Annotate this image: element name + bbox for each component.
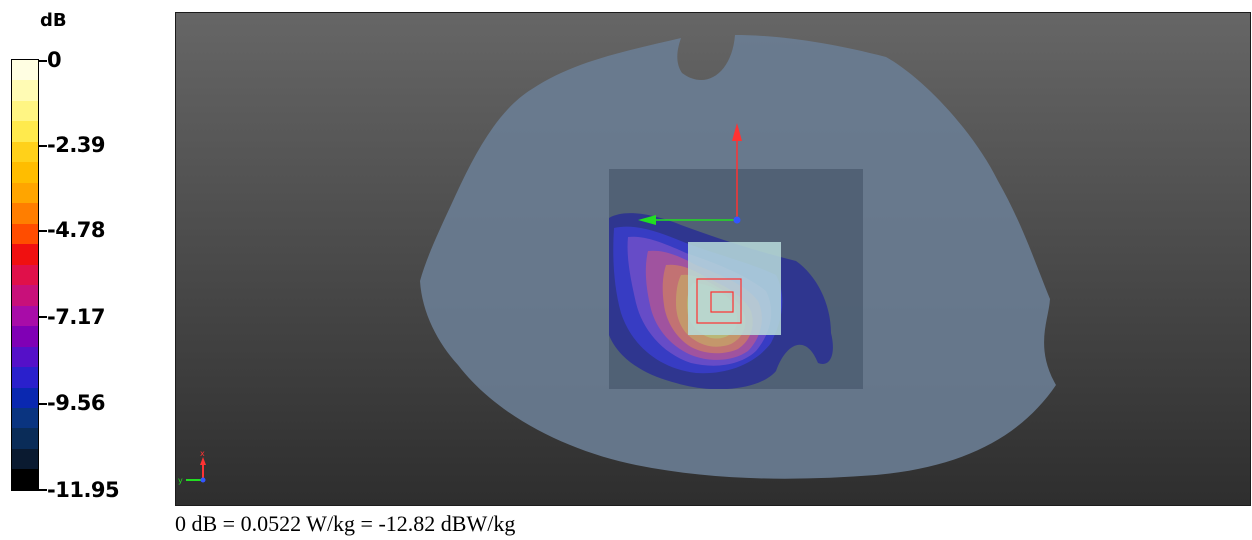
viewport-canvas: x y <box>178 35 1056 485</box>
legend-tick-mark <box>38 60 47 62</box>
probe-axes <box>638 123 742 225</box>
color-bar-band <box>12 182 38 204</box>
color-bar-band <box>12 121 38 142</box>
sar-3d-viewport[interactable]: x y <box>175 12 1251 506</box>
triad-z-arrowhead <box>200 457 206 465</box>
legend-tick-mark <box>38 403 47 405</box>
probe-y-arrowhead <box>638 215 656 225</box>
probe-z-arrowhead <box>732 123 742 141</box>
probe-origin <box>733 216 741 224</box>
triad-origin <box>200 477 206 483</box>
legend-tick-label: 0 <box>47 48 62 72</box>
color-bar-band <box>12 326 38 347</box>
color-bar-band <box>12 448 38 470</box>
triad-y-label: y <box>178 476 183 485</box>
legend-unit-label: dB <box>40 10 67 31</box>
color-bar-band <box>12 469 38 490</box>
color-scale-legend: dB 0 -2.39 -4.78 -7.17 -9.56 -11.95 <box>0 0 170 510</box>
peak-marker-outer <box>696 278 742 324</box>
color-bar-band <box>12 244 38 265</box>
color-bar-band <box>12 305 38 327</box>
color-bar-band <box>12 141 38 163</box>
legend-tick-mark <box>38 316 47 318</box>
legend-tick-label: -9.56 <box>47 391 106 415</box>
legend-tick-label: -7.17 <box>47 305 106 329</box>
color-bar <box>11 59 39 491</box>
legend-tick-label: -11.95 <box>47 478 120 502</box>
triad-x-label: x <box>200 449 205 458</box>
color-bar-band <box>12 203 38 224</box>
color-bar-band <box>12 367 38 388</box>
color-bar-band <box>12 100 38 122</box>
legend-tick-mark <box>38 230 47 232</box>
zoom-scan-cube <box>688 242 781 335</box>
color-bar-band <box>12 346 38 368</box>
color-bar-band <box>12 162 38 183</box>
color-bar-band <box>12 80 38 101</box>
orientation-triad: x y <box>178 449 206 485</box>
color-bar-band <box>12 223 38 245</box>
sar-reference-caption: 0 dB = 0.0522 W/kg = -12.82 dBW/kg <box>175 511 516 536</box>
color-bar-band <box>12 407 38 429</box>
legend-tick-label: -2.39 <box>47 133 106 157</box>
legend-tick-mark <box>38 145 47 147</box>
color-bar-band <box>12 387 38 408</box>
color-bar-band <box>12 264 38 286</box>
peak-marker-inner <box>710 291 734 313</box>
color-bar-band <box>12 60 38 81</box>
legend-tick-label: -4.78 <box>47 218 106 242</box>
legend-tick-mark <box>38 489 47 491</box>
color-bar-band <box>12 285 38 306</box>
color-bar-band <box>12 428 38 449</box>
